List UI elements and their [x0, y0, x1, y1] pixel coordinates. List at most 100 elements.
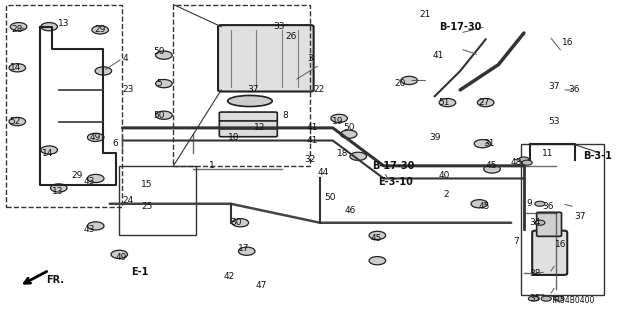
Text: 41: 41 — [307, 123, 318, 132]
Text: 8: 8 — [282, 111, 288, 120]
Circle shape — [541, 296, 551, 301]
Circle shape — [51, 184, 67, 192]
FancyBboxPatch shape — [532, 231, 567, 275]
Text: 47: 47 — [256, 281, 267, 291]
Text: B-17-30: B-17-30 — [439, 22, 481, 32]
Text: 49: 49 — [115, 253, 127, 262]
Text: 13: 13 — [52, 187, 63, 196]
Text: 44: 44 — [317, 168, 329, 177]
Text: 42: 42 — [224, 272, 235, 281]
Text: 16: 16 — [561, 38, 573, 47]
Circle shape — [369, 256, 386, 265]
Text: 39: 39 — [429, 133, 440, 142]
Circle shape — [9, 64, 26, 72]
Circle shape — [88, 133, 104, 141]
Text: 28: 28 — [12, 25, 23, 34]
Circle shape — [474, 140, 491, 148]
Bar — [6, 4, 122, 207]
Text: 18: 18 — [337, 149, 348, 158]
Text: E-1: E-1 — [132, 267, 149, 277]
Text: 31: 31 — [483, 139, 495, 148]
Text: 25: 25 — [141, 203, 152, 211]
Bar — [173, 4, 310, 166]
Text: 3: 3 — [308, 54, 314, 63]
Circle shape — [331, 114, 348, 122]
Text: 33: 33 — [273, 22, 284, 31]
FancyBboxPatch shape — [220, 112, 277, 121]
Text: 10: 10 — [228, 133, 240, 142]
Text: 7: 7 — [513, 237, 519, 246]
Text: 50: 50 — [154, 48, 165, 56]
FancyBboxPatch shape — [537, 212, 561, 236]
Text: 2: 2 — [444, 190, 449, 199]
Text: 14: 14 — [42, 149, 53, 158]
Circle shape — [369, 231, 386, 240]
Text: 36: 36 — [542, 203, 554, 211]
Circle shape — [156, 79, 172, 88]
Text: 6: 6 — [112, 139, 118, 148]
Circle shape — [41, 146, 58, 154]
Text: 34: 34 — [530, 218, 541, 227]
Text: 21: 21 — [419, 10, 431, 19]
Text: 26: 26 — [285, 32, 297, 41]
Text: 50: 50 — [324, 193, 335, 202]
Text: 22: 22 — [313, 85, 324, 94]
Text: 30: 30 — [230, 218, 242, 227]
Text: 52: 52 — [10, 117, 21, 126]
Circle shape — [111, 250, 127, 258]
Text: 41: 41 — [432, 51, 444, 60]
Bar — [521, 144, 604, 295]
Text: 50: 50 — [343, 123, 355, 132]
Circle shape — [88, 174, 104, 182]
Text: 53: 53 — [548, 117, 560, 126]
Text: 1: 1 — [209, 161, 214, 170]
Text: TR54B0400: TR54B0400 — [552, 296, 596, 305]
Text: 45: 45 — [479, 203, 490, 211]
Text: 37: 37 — [548, 82, 560, 91]
Text: 37: 37 — [574, 212, 586, 221]
Text: 17: 17 — [238, 243, 250, 253]
Text: 37: 37 — [247, 85, 259, 94]
Bar — [119, 166, 196, 235]
Text: 49: 49 — [90, 133, 101, 142]
Text: 13: 13 — [58, 19, 70, 28]
Circle shape — [529, 296, 539, 301]
Text: 41: 41 — [307, 136, 318, 145]
Text: 19: 19 — [332, 117, 344, 126]
Circle shape — [10, 23, 27, 31]
Circle shape — [535, 220, 545, 225]
Text: 35: 35 — [530, 294, 541, 303]
Circle shape — [88, 222, 104, 230]
Text: 9: 9 — [526, 199, 532, 208]
Text: 11: 11 — [542, 149, 554, 158]
Circle shape — [477, 99, 494, 107]
Circle shape — [484, 165, 500, 173]
Circle shape — [535, 201, 545, 206]
Circle shape — [554, 296, 564, 301]
Text: 50: 50 — [154, 111, 165, 120]
Text: 43: 43 — [84, 225, 95, 234]
Circle shape — [519, 157, 529, 162]
Text: 48: 48 — [511, 158, 522, 167]
Text: FR.: FR. — [46, 275, 64, 285]
Text: 45: 45 — [371, 234, 382, 243]
Text: 29: 29 — [95, 25, 106, 34]
Text: 23: 23 — [122, 85, 133, 94]
Text: 29: 29 — [71, 171, 83, 180]
FancyBboxPatch shape — [218, 25, 314, 92]
Text: 46: 46 — [345, 206, 356, 215]
Text: 4: 4 — [123, 54, 129, 63]
Circle shape — [9, 117, 26, 126]
Text: B-3-1: B-3-1 — [583, 151, 612, 161]
Text: 40: 40 — [438, 171, 450, 180]
Text: 16: 16 — [555, 241, 566, 249]
Text: 43: 43 — [84, 177, 95, 186]
Circle shape — [401, 76, 417, 85]
Text: 51: 51 — [438, 98, 450, 107]
Text: 20: 20 — [394, 79, 405, 88]
Text: 5: 5 — [157, 79, 163, 88]
Circle shape — [156, 51, 172, 59]
Circle shape — [350, 152, 367, 160]
Circle shape — [232, 219, 248, 227]
Circle shape — [439, 99, 456, 107]
